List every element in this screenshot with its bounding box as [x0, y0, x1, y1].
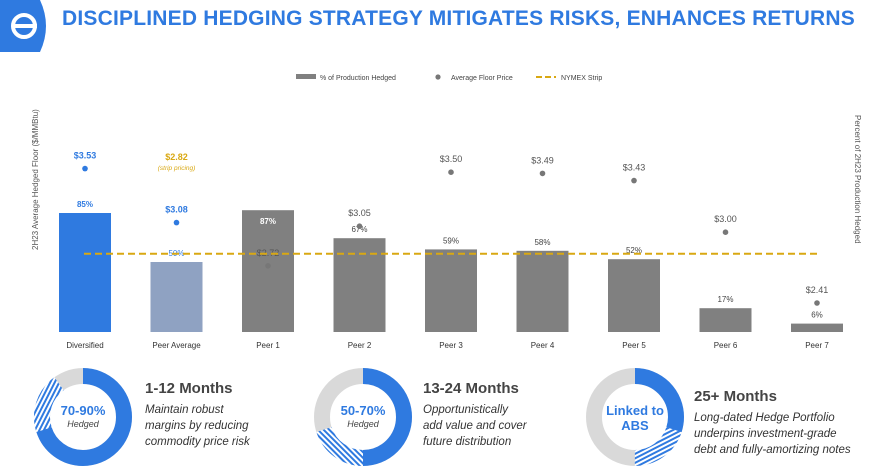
data-label-pct: 6%	[811, 311, 823, 320]
x-tick-label: Peer Average	[152, 341, 201, 350]
floor-price-point	[539, 170, 546, 177]
panel-title-1: 1-12 Months	[145, 380, 233, 397]
bar-peer-2	[333, 238, 386, 332]
panel-desc-line: Maintain robust	[145, 404, 224, 416]
donut-13-24-months	[314, 368, 412, 466]
bar-peer-3	[425, 249, 477, 332]
data-label-floor: $3.49	[531, 155, 554, 165]
data-label-pct: 59%	[443, 236, 459, 245]
data-label-floor: $3.53	[74, 151, 97, 161]
panel-title-2: 13-24 Months	[423, 380, 519, 397]
donut-center-3: Linked to ABS	[595, 403, 675, 433]
donut-25-plus-months	[586, 368, 684, 466]
x-tick-label: Peer 3	[439, 341, 463, 350]
panel-desc-line: margins by reducing	[145, 420, 249, 432]
donut-center-2: 50-70% Hedged	[323, 403, 403, 429]
legend-swatch-hedged	[296, 74, 316, 79]
panel-desc-line: commodity price risk	[145, 436, 250, 448]
panel-desc-line: debt and fully-amortizing notes	[694, 444, 851, 456]
data-label-floor: $3.08	[165, 205, 188, 215]
floor-price-point	[356, 223, 363, 229]
floor-price-point	[82, 165, 88, 172]
page-title: DISCIPLINED HEDGING STRATEGY MITIGATES R…	[62, 7, 855, 30]
donut-center-caption: Hedged	[347, 419, 379, 429]
panel-desc-line: underpins investment-grade	[694, 428, 837, 440]
data-label-pct: 52%	[626, 246, 642, 255]
bar-peer-4	[516, 250, 569, 332]
donut-center-value: 70-90%	[60, 403, 106, 418]
bar-peer-5	[608, 259, 660, 332]
donut-solid-segment	[586, 368, 684, 466]
hedging-chart: % of Production Hedged Average Floor Pric…	[59, 74, 843, 350]
data-label-floor: $3.50	[440, 154, 463, 164]
floor-price-point	[814, 300, 820, 306]
donut-center-value: 50-70%	[340, 403, 386, 418]
floor-price-point	[722, 229, 729, 235]
panel-desc-line: add value and cover	[423, 420, 527, 432]
donut-hatched-segment	[314, 368, 412, 466]
floor-price-point	[448, 169, 454, 175]
legend-label-floor: Average Floor Price	[451, 75, 513, 82]
panel-desc-line: Opportunistically	[423, 404, 509, 416]
data-label-floor: $3.43	[623, 163, 646, 173]
donut-1-12-months	[34, 368, 132, 466]
panel-desc-1: Maintain robust margins by reducing comm…	[145, 402, 250, 450]
data-label-pct: 67%	[351, 225, 367, 234]
company-logo-icon	[0, 0, 46, 52]
bar-peer-average	[150, 262, 203, 332]
x-tick-label: Peer 1	[256, 341, 280, 350]
bar-diversified	[59, 213, 111, 332]
donut-center-value: Linked to ABS	[606, 403, 664, 433]
x-tick-label: Peer 2	[348, 341, 372, 350]
floor-price-point	[265, 263, 271, 269]
donut-solid-segment	[34, 368, 132, 466]
nymex-value-label: $2.82	[165, 152, 188, 162]
data-label-floor: $3.05	[348, 208, 371, 218]
data-label-pct: 87%	[260, 217, 276, 226]
bar-peer-6	[699, 308, 752, 332]
data-label-pct: 17%	[717, 295, 733, 304]
floor-price-point	[173, 219, 180, 226]
panel-desc-line: Long-dated Hedge Portfolio	[694, 412, 835, 424]
data-label-pct: 58%	[534, 238, 550, 247]
donut-center-caption: Hedged	[67, 419, 99, 429]
donut-center-1: 70-90% Hedged	[43, 403, 123, 429]
data-label-pct: 85%	[77, 200, 93, 209]
legend-swatch-floor	[435, 74, 441, 80]
bar-peer-1	[242, 210, 294, 332]
panel-desc-line: future distribution	[423, 436, 512, 448]
data-label-floor: $3.00	[714, 214, 737, 224]
nymex-note-label: (strip pricing)	[158, 165, 196, 172]
bar-peer-7	[791, 323, 843, 332]
donut-hatched-segment	[586, 368, 684, 466]
panel-title-3: 25+ Months	[694, 388, 777, 405]
data-label-floor: $2.41	[806, 285, 829, 295]
x-tick-label: Peer 5	[622, 341, 646, 350]
panel-desc-3: Long-dated Hedge Portfolio underpins inv…	[694, 410, 851, 458]
x-tick-label: Diversified	[66, 341, 103, 350]
panel-desc-2: Opportunistically add value and cover fu…	[423, 402, 527, 450]
legend-label-nymex: NYMEX Strip	[561, 75, 602, 82]
y-axis-left-label: 2H23 Average Hedged Floor ($/MMBtu)	[31, 109, 40, 250]
floor-price-point	[631, 177, 637, 184]
x-tick-label: Peer 4	[531, 341, 555, 350]
data-label-floor: $2.72	[257, 248, 280, 258]
y-axis-right-label: Percent of 2H23 Production Hedged	[853, 115, 862, 244]
x-tick-label: Peer 6	[714, 341, 738, 350]
x-tick-label: Peer 7	[805, 341, 829, 350]
legend-label-hedged: % of Production Hedged	[320, 75, 396, 82]
